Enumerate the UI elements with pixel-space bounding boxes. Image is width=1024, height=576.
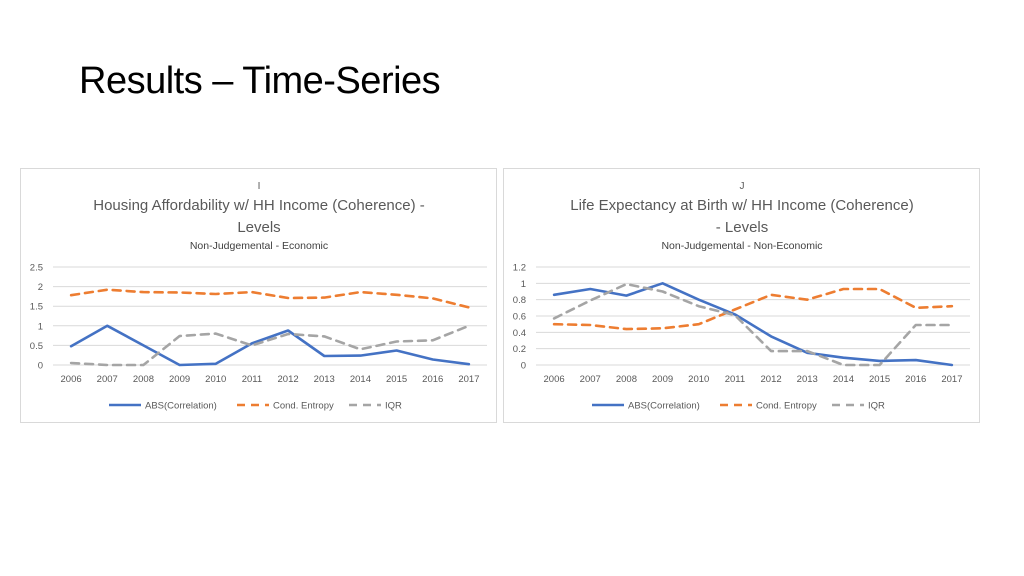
x-tick-label: 2009 <box>169 374 190 385</box>
series-line <box>69 324 471 367</box>
x-tick-label: 2010 <box>688 374 709 385</box>
chart-panel-letter: J <box>740 181 745 192</box>
y-tick-label: 0.6 <box>513 312 526 323</box>
chart-housing-affordability: I Housing Affordability w/ HH Income (Coh… <box>30 181 487 412</box>
x-tick-label: 2010 <box>205 374 226 385</box>
series-line <box>552 282 954 367</box>
x-tick-label: 2009 <box>652 374 673 385</box>
x-tick-label: 2008 <box>616 374 637 385</box>
x-tick-label: 2006 <box>61 374 82 385</box>
y-tick-label: 1 <box>521 279 526 290</box>
x-tick-label: 2011 <box>725 374 745 385</box>
series-line <box>552 287 954 331</box>
x-tick-label: 2017 <box>941 374 962 385</box>
chart-panel-life-expectancy: J Life Expectancy at Birth w/ HH Income (… <box>503 168 980 423</box>
x-tick-label: 2014 <box>350 374 371 385</box>
chart-title-line: Life Expectancy at Birth w/ HH Income (C… <box>570 197 913 214</box>
y-tick-label: 0 <box>521 361 526 372</box>
legend-label: Cond. Entropy <box>273 401 334 412</box>
legend-label: ABS(Correlation) <box>628 401 700 412</box>
y-tick-label: 1 <box>38 321 43 332</box>
x-tick-label: 2008 <box>133 374 154 385</box>
x-tick-label: 2012 <box>278 374 299 385</box>
y-tick-label: 0.4 <box>513 328 526 339</box>
legend-label: ABS(Correlation) <box>145 401 217 412</box>
y-tick-label: 0 <box>38 361 43 372</box>
x-tick-label: 2016 <box>422 374 443 385</box>
x-tick-label: 2007 <box>97 374 118 385</box>
chart-subtitle: Non-Judgemental - Non-Economic <box>661 240 822 252</box>
legend-label: IQR <box>868 401 885 412</box>
y-tick-label: 2.5 <box>30 263 43 274</box>
y-tick-label: 0.5 <box>30 341 43 352</box>
x-tick-label: 2015 <box>386 374 407 385</box>
x-tick-label: 2016 <box>905 374 926 385</box>
series-line <box>69 288 471 309</box>
x-tick-label: 2015 <box>869 374 890 385</box>
chart-subtitle: Non-Judgemental - Economic <box>190 240 328 252</box>
chart-panel-housing: I Housing Affordability w/ HH Income (Coh… <box>20 168 497 423</box>
x-tick-label: 2012 <box>761 374 782 385</box>
x-tick-label: 2017 <box>458 374 479 385</box>
series-line <box>552 282 954 367</box>
y-tick-label: 0.2 <box>513 344 526 355</box>
x-tick-label: 2006 <box>544 374 565 385</box>
x-tick-label: 2013 <box>314 374 335 385</box>
x-tick-label: 2007 <box>580 374 601 385</box>
chart-panel-letter: I <box>258 181 261 192</box>
chart-title-line: - Levels <box>716 219 769 236</box>
legend-label: IQR <box>385 401 402 412</box>
slide-title: Results – Time-Series <box>79 60 441 102</box>
chart-title-line: Levels <box>237 219 280 236</box>
series-line <box>69 324 471 367</box>
x-tick-label: 2013 <box>797 374 818 385</box>
x-tick-label: 2014 <box>833 374 854 385</box>
y-tick-label: 1.2 <box>513 263 526 274</box>
y-tick-label: 1.5 <box>30 302 43 313</box>
y-tick-label: 2 <box>38 282 43 293</box>
x-tick-label: 2011 <box>242 374 262 385</box>
chart-title-line: Housing Affordability w/ HH Income (Cohe… <box>93 197 425 214</box>
y-tick-label: 0.8 <box>513 295 526 306</box>
legend-label: Cond. Entropy <box>756 401 817 412</box>
chart-life-expectancy: J Life Expectancy at Birth w/ HH Income (… <box>513 181 970 412</box>
